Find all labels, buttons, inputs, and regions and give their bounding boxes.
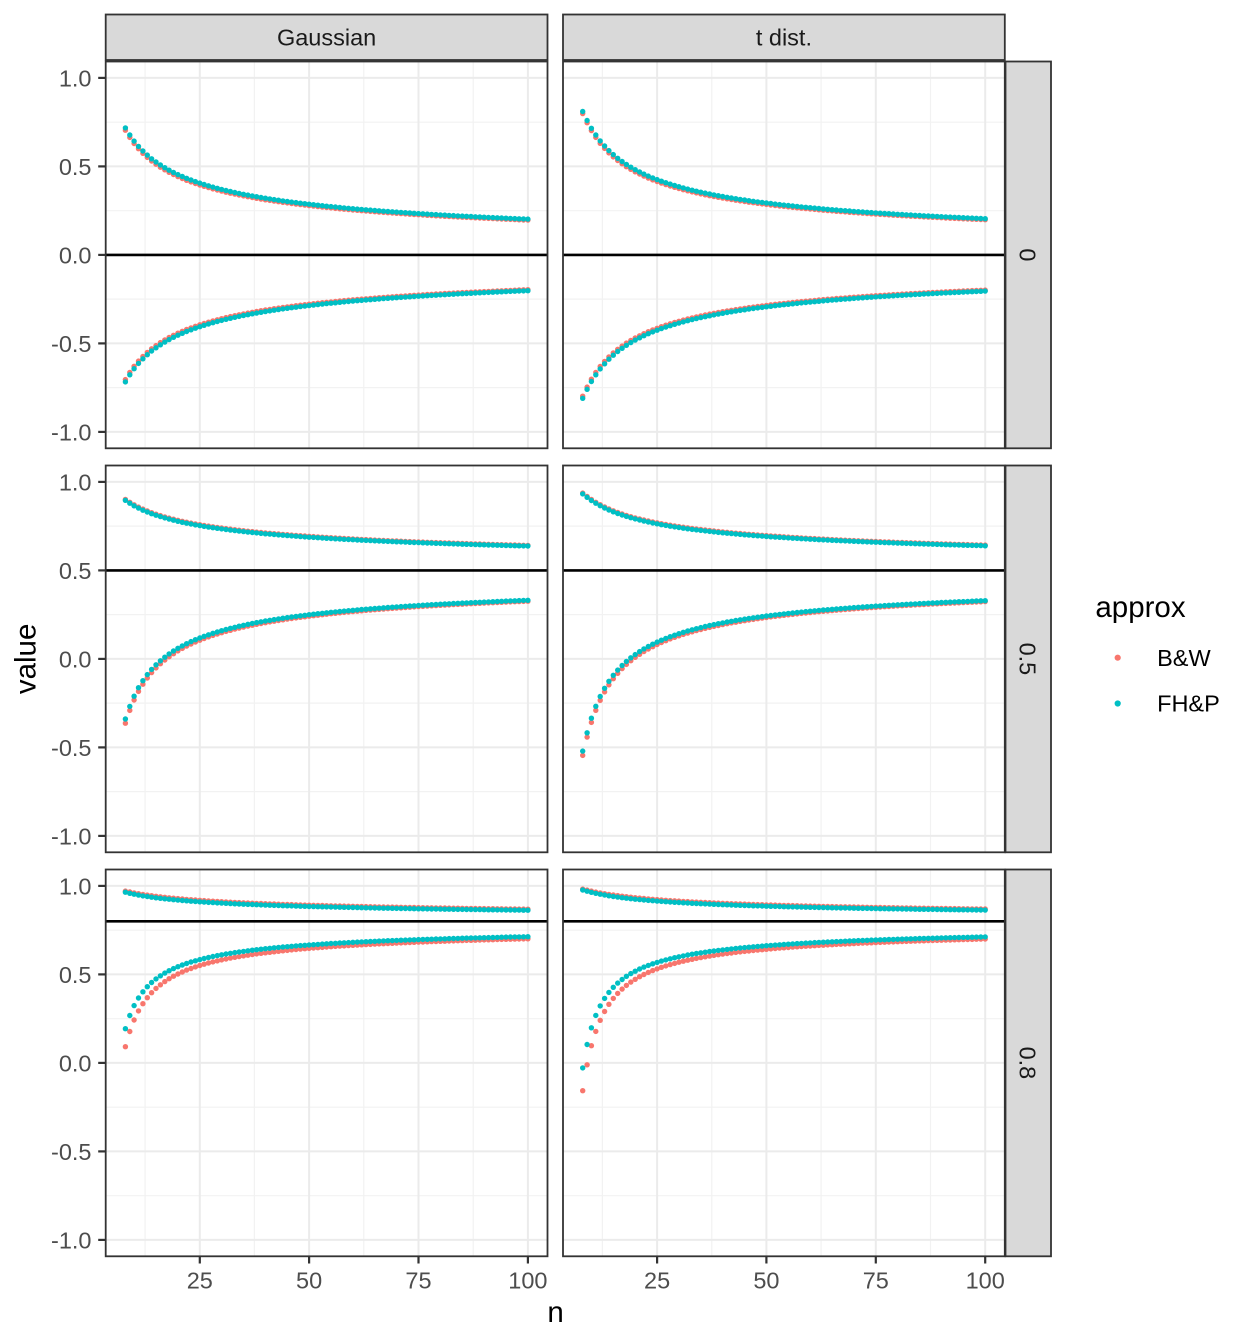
svg-text:75: 75: [405, 1268, 431, 1294]
svg-text:approx: approx: [1095, 591, 1185, 624]
svg-text:0.0: 0.0: [59, 646, 92, 672]
svg-text:25: 25: [187, 1268, 213, 1294]
svg-text:75: 75: [863, 1268, 889, 1294]
svg-text:0.8: 0.8: [1015, 1047, 1041, 1080]
svg-text:50: 50: [296, 1268, 322, 1294]
svg-text:-0.5: -0.5: [51, 1139, 92, 1165]
svg-text:-1.0: -1.0: [51, 823, 92, 849]
svg-text:0.5: 0.5: [59, 154, 92, 180]
svg-text:25: 25: [644, 1268, 670, 1294]
svg-text:B&W: B&W: [1157, 645, 1211, 671]
svg-text:1.0: 1.0: [59, 873, 92, 899]
svg-text:0.5: 0.5: [59, 962, 92, 988]
svg-text:value: value: [10, 624, 43, 695]
svg-text:0.5: 0.5: [1015, 643, 1041, 676]
svg-text:FH&P: FH&P: [1157, 691, 1220, 717]
svg-text:0.0: 0.0: [59, 1050, 92, 1076]
svg-text:0.5: 0.5: [59, 558, 92, 584]
svg-text:0.0: 0.0: [59, 242, 92, 268]
svg-text:Gaussian: Gaussian: [277, 25, 376, 51]
svg-text:100: 100: [966, 1268, 1005, 1294]
svg-text:50: 50: [753, 1268, 779, 1294]
svg-text:0: 0: [1015, 248, 1041, 261]
svg-text:n: n: [547, 1296, 563, 1329]
svg-text:-1.0: -1.0: [51, 419, 92, 445]
svg-text:1.0: 1.0: [59, 65, 92, 91]
svg-text:-0.5: -0.5: [51, 735, 92, 761]
svg-text:1.0: 1.0: [59, 469, 92, 495]
svg-text:-1.0: -1.0: [51, 1227, 92, 1253]
svg-text:-0.5: -0.5: [51, 331, 92, 357]
svg-text:100: 100: [508, 1268, 547, 1294]
svg-text:t dist.: t dist.: [756, 25, 812, 51]
